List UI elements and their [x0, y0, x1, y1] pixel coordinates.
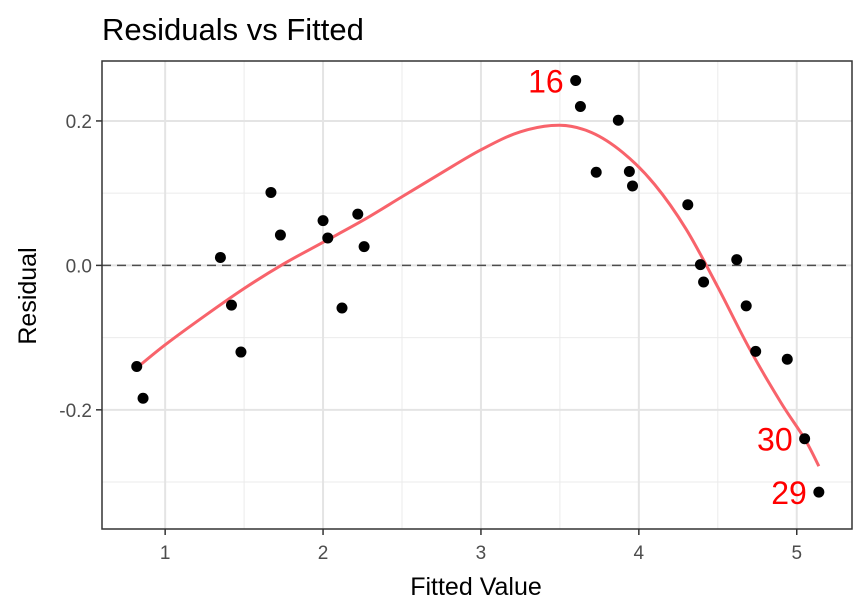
point-label: 16 — [528, 64, 564, 100]
residual-point — [137, 392, 149, 404]
y-tick-label: 0.0 — [66, 256, 92, 277]
residual-point — [131, 361, 143, 372]
x-tick-label: 1 — [160, 543, 171, 564]
residual-point — [623, 166, 635, 177]
residual-point — [694, 259, 706, 271]
plot-background — [102, 61, 852, 529]
residual-point — [352, 208, 364, 220]
residual-point — [781, 353, 793, 365]
residual-point — [265, 186, 277, 198]
point-label: 30 — [757, 422, 793, 458]
residual-point — [574, 101, 586, 112]
smooth-trend-line — [135, 123, 821, 467]
chart-title: Residuals vs Fitted — [102, 12, 364, 47]
x-axis-title: Fitted Value — [410, 573, 542, 601]
residual-point — [317, 215, 329, 227]
residual-point — [627, 180, 639, 192]
residual-point — [274, 229, 286, 241]
residual-point — [322, 232, 334, 244]
residual-point — [590, 166, 602, 178]
residual-point — [750, 345, 762, 357]
residual-point — [358, 241, 370, 253]
x-tick-label: 5 — [791, 543, 802, 564]
residual-point — [799, 433, 811, 445]
residual-point — [612, 114, 624, 126]
x-tick-label: 4 — [634, 543, 645, 564]
y-axis-title: Residual — [14, 247, 42, 344]
residual-point — [698, 276, 710, 288]
plot-border — [101, 60, 853, 530]
residual-point — [570, 75, 582, 86]
residual-point — [731, 254, 743, 266]
residual-point — [740, 300, 752, 312]
residual-point — [336, 302, 348, 314]
residual-point — [214, 251, 226, 263]
y-tick-label: 0.2 — [66, 112, 92, 133]
residual-point — [813, 486, 825, 498]
residual-point — [235, 346, 247, 358]
point-label: 29 — [771, 475, 807, 511]
residual-point — [682, 199, 694, 211]
x-tick-label: 2 — [318, 543, 329, 564]
plot-area: 16 30 29 1 2 3 4 5 -0.2 0.0 0.2 — [59, 60, 853, 564]
residual-point — [225, 299, 237, 311]
y-tick-label: -0.2 — [59, 401, 92, 422]
x-tick-label: 3 — [476, 543, 487, 564]
